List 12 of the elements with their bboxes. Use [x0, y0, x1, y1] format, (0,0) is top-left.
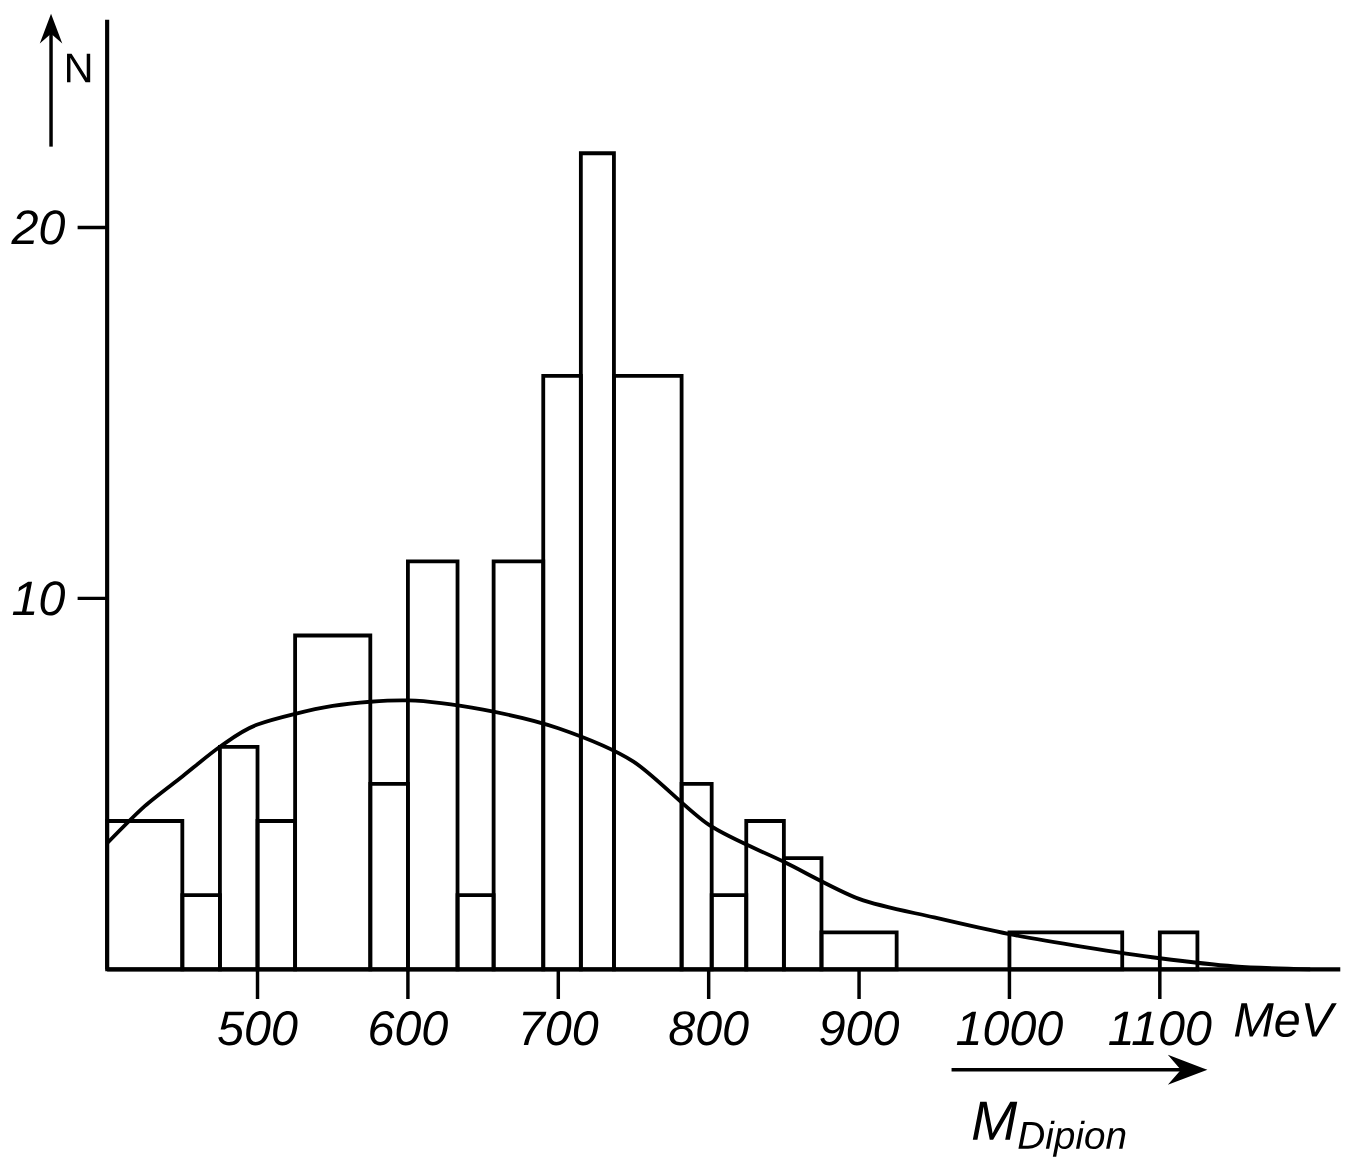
x-tick-label: 500: [218, 1010, 298, 1046]
x-axis-title: M$_{Dipion}$: [972, 1101, 1126, 1157]
y-axis-title: N: [67, 53, 91, 83]
y-tick-label: 20: [11, 210, 65, 245]
x-tick-label: 1100: [1109, 1010, 1212, 1046]
x-tick-label: 600: [370, 1010, 448, 1046]
x-tick-label: 700: [522, 1010, 599, 1046]
x-tick-label: 1000: [956, 1010, 1063, 1046]
x-tick-label: 900: [820, 1010, 900, 1046]
x-tick-label: 800: [669, 1010, 749, 1046]
y-tick-label: 10: [12, 581, 65, 616]
text: MeV: [1234, 1003, 1337, 1037]
